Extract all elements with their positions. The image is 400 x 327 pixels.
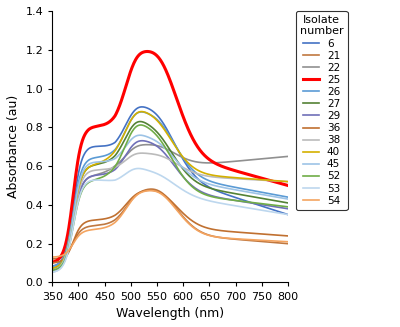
Y-axis label: Absorbance (au): Absorbance (au) <box>7 95 20 198</box>
X-axis label: Wavelength (nm): Wavelength (nm) <box>116 307 224 320</box>
Legend: 6, 21, 22, 25, 26, 27, 29, 36, 38, 40, 45, 52, 53, 54: 6, 21, 22, 25, 26, 27, 29, 36, 38, 40, 4… <box>296 11 348 210</box>
